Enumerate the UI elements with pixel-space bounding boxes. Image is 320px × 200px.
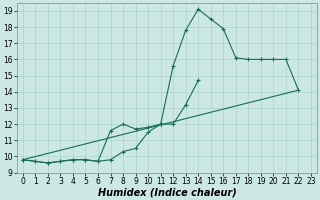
X-axis label: Humidex (Indice chaleur): Humidex (Indice chaleur) [98,187,236,197]
